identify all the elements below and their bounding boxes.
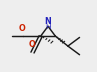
Text: O: O [18, 24, 25, 33]
Text: H: H [45, 24, 51, 30]
Text: N: N [45, 17, 51, 26]
Text: O: O [29, 40, 36, 49]
